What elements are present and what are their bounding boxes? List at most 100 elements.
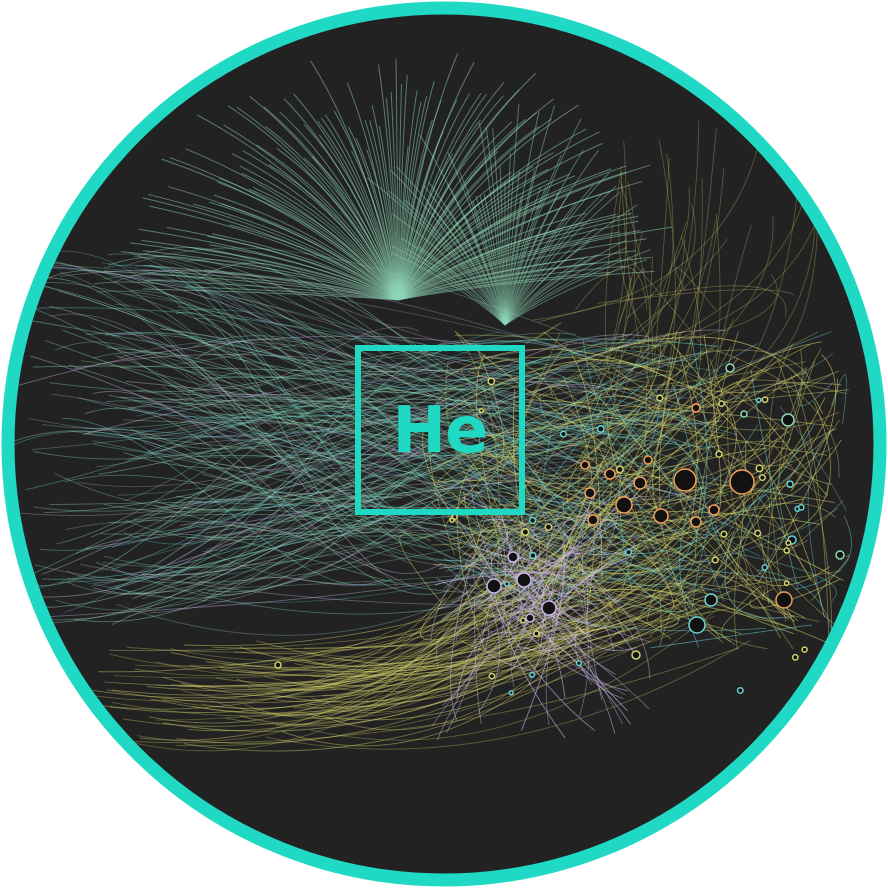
network-edge bbox=[98, 380, 660, 475]
network-edge bbox=[111, 374, 512, 548]
network-edge bbox=[84, 333, 632, 435]
network-edge bbox=[249, 96, 399, 301]
network-edge bbox=[559, 606, 615, 652]
network-edge bbox=[523, 488, 743, 544]
network-edge bbox=[569, 544, 612, 613]
network-edge bbox=[98, 525, 676, 673]
network-edge bbox=[84, 477, 581, 549]
network-edge bbox=[520, 391, 603, 444]
network-edge bbox=[510, 571, 550, 688]
network-edge bbox=[94, 578, 553, 702]
network-edge bbox=[265, 125, 399, 301]
network-edge bbox=[141, 239, 399, 301]
network-edge bbox=[49, 305, 659, 581]
network-edge bbox=[397, 230, 641, 301]
network-edge bbox=[54, 445, 443, 510]
network-edge bbox=[492, 128, 506, 326]
network-node bbox=[691, 403, 701, 413]
network-edge bbox=[397, 142, 603, 301]
network-edge bbox=[281, 613, 609, 747]
network-edge bbox=[137, 340, 601, 392]
network-edge bbox=[142, 454, 524, 576]
network-edge bbox=[194, 405, 427, 447]
network-edge bbox=[149, 264, 443, 518]
network-edge bbox=[477, 600, 501, 713]
network-node bbox=[533, 630, 540, 637]
network-edge bbox=[181, 411, 608, 505]
network-node bbox=[688, 616, 706, 634]
network-edge bbox=[705, 213, 721, 398]
network-edge bbox=[504, 241, 591, 326]
network-edge bbox=[126, 247, 719, 372]
network-edge bbox=[427, 181, 506, 326]
network-edge bbox=[55, 341, 413, 565]
network-edge bbox=[134, 513, 718, 563]
network-node bbox=[783, 580, 790, 587]
network-edge bbox=[187, 491, 403, 545]
network-edge bbox=[92, 440, 499, 550]
network-node bbox=[615, 465, 624, 474]
network-edge bbox=[397, 250, 637, 301]
network-edge bbox=[308, 589, 635, 659]
network-edge bbox=[204, 269, 399, 301]
network-edge bbox=[155, 541, 459, 576]
network-edge bbox=[143, 264, 399, 301]
network-edge bbox=[397, 220, 639, 301]
network-node bbox=[587, 514, 599, 526]
network-edge bbox=[720, 349, 803, 472]
network-edge bbox=[634, 158, 670, 493]
network-edge bbox=[533, 187, 807, 392]
network-edge bbox=[189, 246, 399, 301]
network-edge bbox=[482, 637, 532, 672]
network-edge bbox=[554, 481, 811, 623]
network-edge bbox=[208, 374, 675, 593]
network-edge bbox=[582, 339, 705, 629]
network-edge bbox=[591, 277, 632, 492]
network-edge bbox=[165, 515, 580, 703]
network-edge bbox=[326, 606, 599, 676]
network-edge bbox=[128, 406, 413, 496]
network-edge bbox=[610, 336, 824, 414]
network-edge bbox=[170, 608, 688, 673]
network-edge bbox=[493, 607, 547, 633]
network-edge bbox=[49, 382, 703, 423]
network-edge bbox=[240, 607, 557, 667]
network-edge bbox=[44, 340, 432, 424]
network-edge bbox=[474, 599, 482, 725]
network-edge bbox=[475, 195, 506, 326]
network-node bbox=[653, 508, 669, 524]
network-edge bbox=[452, 543, 482, 561]
network-edge bbox=[268, 164, 399, 301]
emblem-background bbox=[8, 8, 880, 880]
network-edge bbox=[443, 563, 766, 632]
network-node bbox=[529, 551, 537, 560]
network-edge bbox=[273, 512, 545, 702]
network-edge bbox=[511, 632, 542, 670]
network-edge bbox=[478, 589, 683, 607]
network-edge bbox=[504, 194, 602, 326]
network-edge bbox=[397, 92, 482, 301]
network-edge bbox=[431, 628, 534, 727]
network-edge bbox=[536, 536, 654, 612]
network-edge bbox=[445, 570, 842, 621]
network-edge bbox=[51, 492, 449, 621]
network-edge bbox=[156, 570, 711, 721]
network-edge bbox=[275, 614, 527, 716]
network-edge bbox=[169, 512, 689, 662]
network-edge bbox=[504, 103, 520, 326]
network-edge bbox=[200, 577, 523, 710]
network-node bbox=[449, 517, 455, 523]
network-edge bbox=[133, 256, 642, 576]
network-edge bbox=[104, 634, 591, 687]
network-edge bbox=[504, 257, 622, 326]
network-edge bbox=[733, 446, 834, 650]
network-edge bbox=[471, 562, 556, 629]
network-edge bbox=[195, 338, 489, 382]
network-edge bbox=[515, 532, 692, 575]
network-edge bbox=[438, 562, 517, 569]
network-edge bbox=[111, 333, 381, 573]
network-edge bbox=[324, 629, 584, 731]
network-edge bbox=[208, 201, 399, 301]
network-edge bbox=[575, 493, 603, 550]
